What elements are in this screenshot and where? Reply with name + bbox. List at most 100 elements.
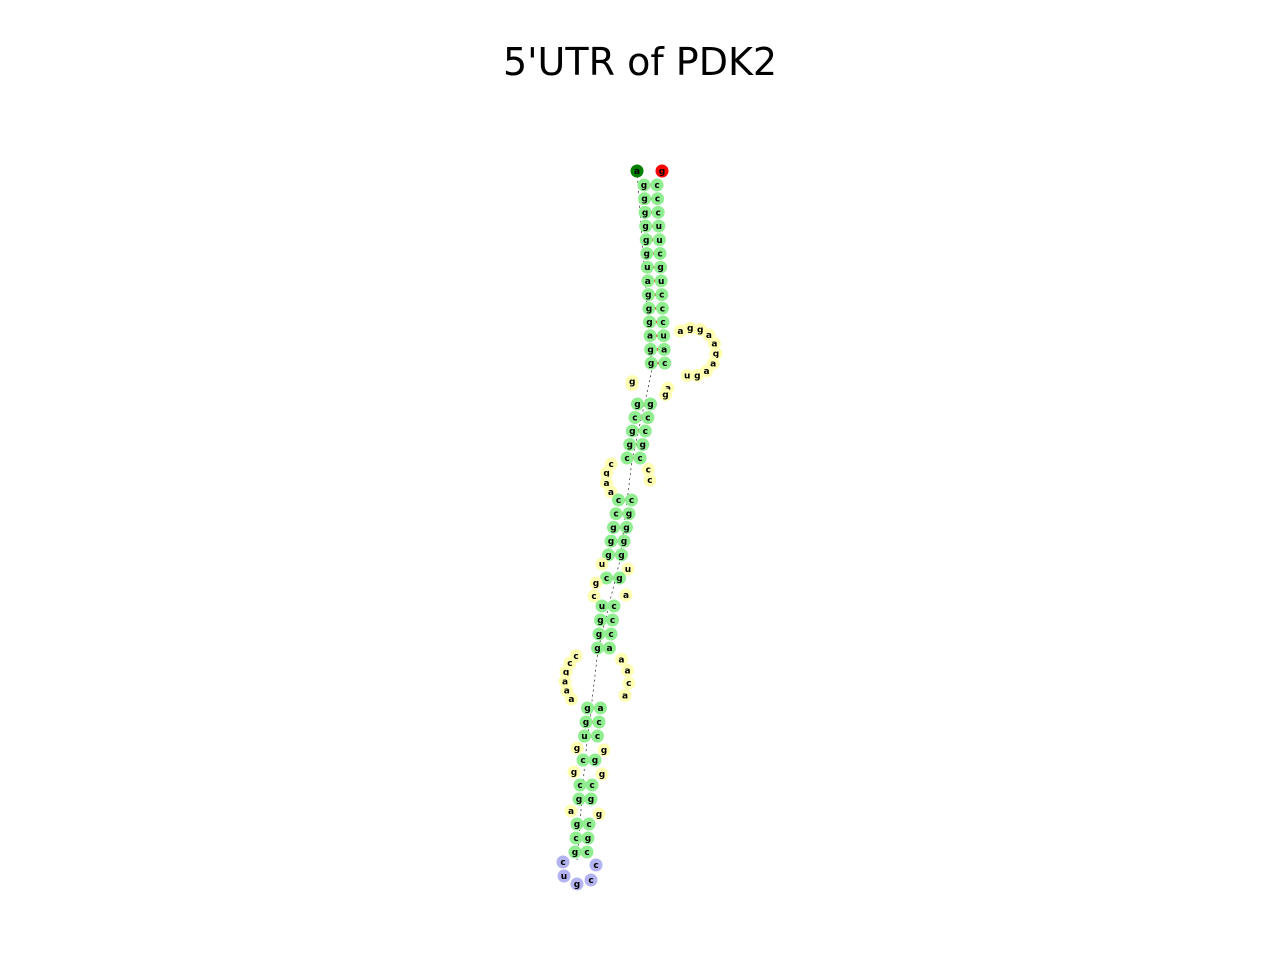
svg-text:g: g xyxy=(662,391,668,401)
stem-l-nt-3: g xyxy=(588,753,602,767)
main-stem-nt-5: g xyxy=(637,178,651,192)
svg-text:g: g xyxy=(588,795,594,805)
main-stem-nt-5: g xyxy=(644,342,658,356)
stem-h-nt-5: g xyxy=(592,627,606,641)
main-stem-nt-5: a xyxy=(643,329,657,343)
stem-h-nt-3: c xyxy=(607,599,621,613)
loop-i-nt: c xyxy=(622,676,636,690)
svg-text:g: g xyxy=(645,291,651,301)
side-loop-nt: g xyxy=(709,347,723,361)
loop-i-nt: a xyxy=(621,664,635,678)
main-stem-nt-5: g xyxy=(642,301,656,315)
side-loop-nt: u xyxy=(680,369,694,383)
svg-text:g: g xyxy=(571,768,577,778)
svg-text:g: g xyxy=(623,523,629,533)
svg-text:g: g xyxy=(642,208,648,218)
stem-b-nt-3: c xyxy=(641,411,655,424)
stem-d-nt-5: g xyxy=(602,548,615,562)
svg-text:u: u xyxy=(599,560,605,570)
svg-text:a: a xyxy=(625,667,631,677)
svg-text:c: c xyxy=(660,318,665,328)
svg-text:g: g xyxy=(643,236,649,246)
stem-d-nt-3: g xyxy=(615,548,628,562)
main-stem-nt-3: c xyxy=(650,178,664,192)
svg-text:a: a xyxy=(677,327,683,337)
stem-d-nt-3: g xyxy=(617,534,631,548)
svg-text:g: g xyxy=(629,427,635,437)
stem-h-nt-5: g xyxy=(591,641,604,655)
loop-o-nt: g xyxy=(592,807,606,821)
svg-text:c: c xyxy=(629,496,634,506)
svg-text:a: a xyxy=(597,704,603,714)
stem-b-nt-5: g xyxy=(623,438,637,451)
main-stem-nt-3: g xyxy=(654,260,668,274)
loop-i-nt: g xyxy=(559,665,573,679)
stem-d-nt-3: c xyxy=(625,493,638,507)
svg-text:g: g xyxy=(610,523,616,533)
svg-text:g: g xyxy=(626,510,632,520)
svg-text:u: u xyxy=(599,602,605,612)
stem-b-nt-5: c xyxy=(620,451,634,465)
svg-text:a: a xyxy=(623,591,629,601)
stem-j-nt-5: u xyxy=(578,729,591,743)
svg-text:g: g xyxy=(644,250,650,260)
main-stem-nt-3: c xyxy=(651,192,665,206)
side-loop-nt: g xyxy=(690,368,704,382)
svg-text:a: a xyxy=(704,367,710,377)
svg-text:a: a xyxy=(608,488,614,498)
svg-text:g: g xyxy=(616,574,622,584)
hairpin-loop-nt: c xyxy=(584,873,598,887)
svg-text:c: c xyxy=(645,414,650,424)
side-loop-nt: g xyxy=(683,321,697,335)
stem-j-nt-5: g xyxy=(581,701,594,715)
main-stem-nt-5: g xyxy=(643,315,656,329)
stem-n-nt-3: c xyxy=(585,778,599,792)
svg-text:c: c xyxy=(595,732,600,742)
svg-text:g: g xyxy=(603,469,609,479)
svg-text:c: c xyxy=(604,574,609,584)
svg-text:g: g xyxy=(574,820,580,830)
svg-text:g: g xyxy=(584,704,590,714)
stem-d-nt-5: c xyxy=(609,507,623,521)
svg-text:g: g xyxy=(594,644,600,654)
svg-text:g: g xyxy=(639,441,645,451)
svg-text:u: u xyxy=(644,263,650,273)
svg-text:g: g xyxy=(605,551,611,561)
svg-text:c: c xyxy=(593,861,598,871)
svg-text:c: c xyxy=(656,208,661,218)
svg-text:a: a xyxy=(706,331,712,341)
loop-o-nt: a xyxy=(564,804,578,818)
main-stem-nt-5: g xyxy=(641,288,655,302)
svg-text:a: a xyxy=(622,691,628,701)
svg-text:c: c xyxy=(588,876,593,886)
svg-text:g: g xyxy=(621,537,627,547)
svg-text:g: g xyxy=(659,167,665,177)
loop-k-nt: g xyxy=(597,743,611,757)
svg-text:c: c xyxy=(643,427,648,437)
svg-text:a: a xyxy=(634,167,640,177)
loop-c-nt: g xyxy=(600,466,614,480)
stem-p-nt-5: g xyxy=(568,845,582,859)
svg-text:g: g xyxy=(574,744,580,754)
stem-b-nt-3: g xyxy=(644,397,657,411)
svg-text:c: c xyxy=(611,602,616,612)
stem-d-nt-3: g xyxy=(622,507,636,521)
svg-text:c: c xyxy=(660,304,665,314)
svg-text:g: g xyxy=(626,441,632,451)
stem-b-nt-5: c xyxy=(628,411,642,424)
side-loop-nt: a xyxy=(707,336,721,350)
svg-text:g: g xyxy=(574,880,580,890)
side-loop-nt: a xyxy=(673,324,687,338)
svg-text:u: u xyxy=(625,565,631,575)
svg-text:g: g xyxy=(641,181,647,191)
svg-text:g: g xyxy=(576,795,582,805)
svg-text:g: g xyxy=(646,318,652,328)
svg-text:g: g xyxy=(647,400,653,410)
three-prime-end: g xyxy=(655,164,669,178)
stem-l-nt-5: c xyxy=(576,753,590,767)
stem-f-nt-3: g xyxy=(613,571,626,585)
svg-text:a: a xyxy=(618,655,624,665)
stem-n-nt-3: g xyxy=(584,792,598,806)
svg-text:g: g xyxy=(687,324,693,334)
main-stem-nt-5: g xyxy=(639,219,653,233)
